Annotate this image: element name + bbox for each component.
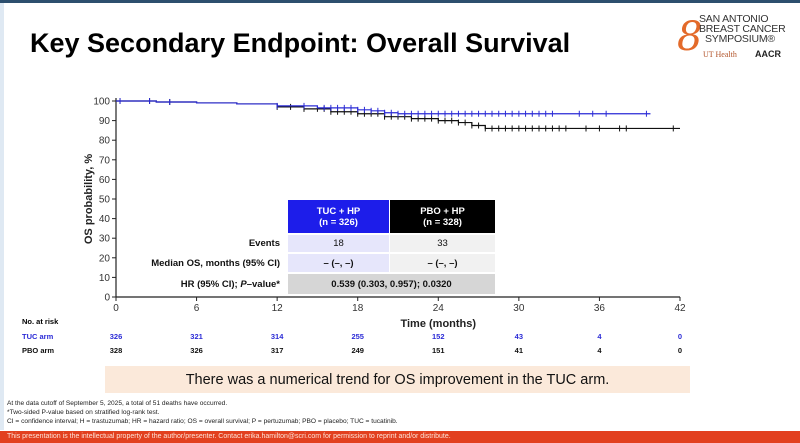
risk-value: 0 [677,332,683,341]
logo-line1: SAN ANTONIO [699,13,769,25]
header-pbo-line2: (n = 328) [423,216,462,228]
risk-value: 255 [351,332,364,341]
hr-label: HR (95% CI); [180,279,241,290]
x-tick-label: 0 [113,303,119,314]
x-tick-label: 6 [194,303,200,314]
km-curve-tuc [116,100,651,115]
risk-value: 328 [109,346,123,355]
hr-label-end: –value* [246,279,280,290]
logo-line2: BREAST CANCER [699,23,786,35]
y-tick-label: 80 [99,136,111,147]
aacr-logo: AACR [755,49,781,59]
footnote-2: *Two-sided P-value based on stratified l… [7,409,160,416]
row-label-hr: HR (95% CI); P–value* [100,279,280,290]
risk-label-tuc: TUC arm [22,332,54,341]
header-pbo: PBO + HP (n = 328) [390,200,495,233]
risk-value: 152 [432,332,445,341]
key-message-banner: There was a numerical trend for OS impro… [105,366,690,393]
risk-value: 314 [270,332,284,341]
left-edge [0,3,4,430]
risk-value: 326 [109,332,123,341]
risk-value: 249 [351,346,364,355]
top-border [0,0,800,3]
sabcs-logo: 8 SAN ANTONIO BREAST CANCER SYMPOSIUM® U… [677,12,793,72]
risk-value: 41 [514,346,524,355]
copyright-footer: This presentation is the intellectual pr… [0,431,800,443]
risk-label-pbo: PBO arm [22,346,55,355]
y-tick-label: 30 [99,234,111,245]
risk-title: No. at risk [22,317,59,326]
events-pbo: 33 [390,235,495,252]
footnote-1: At the data cutoff of September 5, 2025,… [7,400,228,407]
risk-value: 321 [190,332,203,341]
median-pbo: – (–, –) [390,254,495,272]
logo-mark: 8 [677,14,703,60]
y-tick-label: 10 [99,273,111,284]
hr-value: 0.539 (0.303, 0.957); 0.0320 [288,274,495,294]
footnote-3: CI = confidence interval; H = trastuzuma… [7,418,398,425]
y-tick-label: 90 [99,116,111,127]
ut-health-logo: UT Health [703,50,737,59]
hr-label-p: P [240,279,247,290]
y-tick-label: 20 [99,253,111,264]
y-tick-label: 100 [93,97,110,108]
x-tick-label: 36 [594,303,606,314]
y-tick-label: 60 [99,175,111,186]
x-tick-label: 18 [352,303,364,314]
risk-value: 326 [190,346,203,355]
header-pbo-line1: PBO + HP [420,205,465,217]
y-tick-label: 0 [104,293,110,304]
risk-value: 43 [514,332,524,341]
risk-value: 0 [677,346,683,355]
events-tuc: 18 [288,235,389,252]
risk-value: 4 [597,346,602,355]
slide-title: Key Secondary Endpoint: Overall Survival [30,28,571,58]
row-label-events: Events [248,238,280,249]
y-axis-label: OS probability, % [83,154,95,244]
risk-value: 317 [270,346,284,355]
logo-line3: SYMPOSIUM® [705,33,775,45]
header-tuc: TUC + HP (n = 326) [288,200,389,233]
y-tick-label: 50 [99,195,111,206]
header-tuc-line1: TUC + HP [316,205,361,217]
x-tick-label: 42 [674,303,686,314]
header-tuc-line2: (n = 326) [319,216,358,228]
risk-value: 151 [432,346,445,355]
y-tick-label: 40 [99,214,111,225]
x-axis-label: Time (months) [400,318,476,330]
x-tick-label: 12 [272,303,284,314]
risk-value: 4 [597,332,602,341]
row-label-median: Median OS, months (95% CI) [151,258,280,269]
x-tick-label: 24 [433,303,445,314]
median-tuc: – (–, –) [288,254,389,272]
x-tick-label: 30 [513,303,525,314]
y-tick-label: 70 [99,155,111,166]
